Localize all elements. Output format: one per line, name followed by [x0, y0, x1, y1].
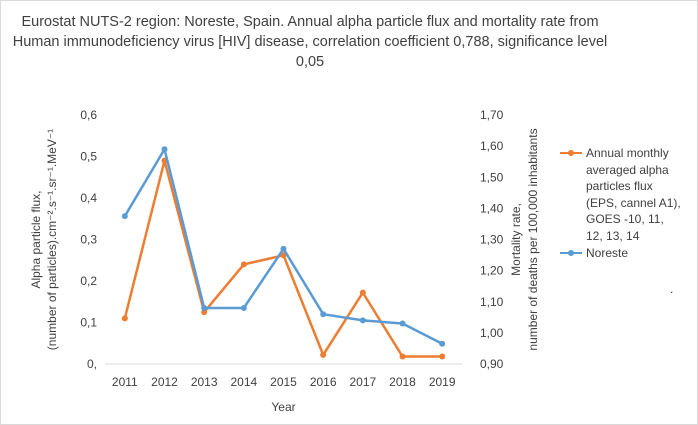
legend-label-line: Annual monthly: [586, 146, 669, 160]
chart-title: Eurostat NUTS-2 region: Noreste, Spain. …: [12, 14, 608, 70]
y-left-tick-label: 0,5: [80, 150, 97, 164]
x-tick-label: 2018: [389, 375, 416, 389]
series-point-1: [161, 146, 168, 153]
legend-swatch-noreste: [560, 250, 582, 256]
series-point-1: [240, 304, 247, 311]
x-tick-label: 2019: [429, 375, 456, 389]
legend-label-alpha-flux: Annual monthly averaged alpha particles fl…: [586, 145, 690, 244]
y-left-tick-label: 0,3: [80, 233, 97, 247]
legend-swatch-alpha-flux: [560, 150, 582, 156]
series-point-1: [359, 317, 366, 324]
y-right-tick-label: 1,60: [480, 139, 504, 153]
series-point-0: [320, 351, 327, 358]
y-right-tick-label: 1,40: [480, 201, 504, 215]
x-tick-label: 2015: [270, 375, 297, 389]
x-tick-label: 2011: [112, 375, 138, 389]
y-right-tick-label: 1,30: [480, 233, 504, 247]
x-tick-label: 2014: [230, 375, 257, 389]
legend-label-noreste: Noreste: [586, 246, 629, 260]
x-axis-label: Year: [271, 400, 295, 414]
legend-label-line: GOES -10, 11,: [586, 212, 664, 226]
series-point-1: [121, 213, 128, 220]
x-tick-label: 2012: [151, 375, 178, 389]
legend-label-line: particles flux: [586, 179, 653, 193]
y-right-axis-label-line2: number of deaths per 100,000 inhabitants: [526, 128, 540, 350]
series-point-1: [399, 320, 406, 327]
legend-item-noreste[interactable]: Noreste: [560, 245, 690, 262]
y-left-axis-label-line1: Alpha particle flux,: [29, 190, 43, 288]
y-left-tick-label: 0,4: [80, 191, 97, 205]
y-left-tick-label: 0,2: [80, 274, 97, 288]
x-tick-label: 2017: [349, 375, 376, 389]
series-point-0: [240, 261, 247, 268]
y-right-tick-label: 1,00: [480, 326, 504, 340]
series-point-1: [280, 245, 287, 252]
series-point-0: [439, 353, 446, 360]
series-point-1: [320, 311, 327, 318]
y-left-axis-label-line2: (number of particles).cm⁻².s⁻¹.sr⁻¹.MeV⁻…: [45, 129, 59, 350]
y-right-tick-label: 1,10: [480, 295, 504, 309]
stray-mark: .: [670, 282, 674, 296]
y-right-axis-label-line1: Mortality rate,: [509, 203, 523, 276]
x-tick-label: 2016: [310, 375, 337, 389]
y-left-tick-label: 0,6: [80, 108, 97, 122]
x-tick-label: 2013: [191, 375, 218, 389]
series-point-0: [399, 353, 406, 360]
series-line-0: [123, 159, 443, 358]
series-point-1: [201, 304, 208, 311]
y-right-tick-label: 1,70: [480, 108, 504, 122]
chart-legend: Annual monthly averaged alpha particles fl…: [560, 145, 690, 262]
y-right-tick-label: 0,90: [480, 357, 504, 371]
series-point-0: [201, 309, 208, 316]
legend-label-line: 12, 13, 14: [586, 228, 640, 243]
y-right-tick-label: 1,50: [480, 170, 504, 184]
y-right-tick-label: 1,20: [480, 264, 504, 278]
y-left-tick-label: 0,1: [80, 316, 97, 330]
series-point-1: [439, 340, 446, 347]
series-point-0: [121, 315, 128, 322]
y-left-tick-label: 0,: [87, 357, 97, 371]
legend-label-line: averaged alpha: [586, 162, 669, 177]
series-point-0: [359, 289, 366, 296]
legend-label-line: (EPS, cannel A1),: [586, 195, 681, 210]
legend-item-alpha-flux[interactable]: Annual monthly averaged alpha particles fl…: [560, 145, 690, 244]
series-point-0: [280, 252, 287, 259]
